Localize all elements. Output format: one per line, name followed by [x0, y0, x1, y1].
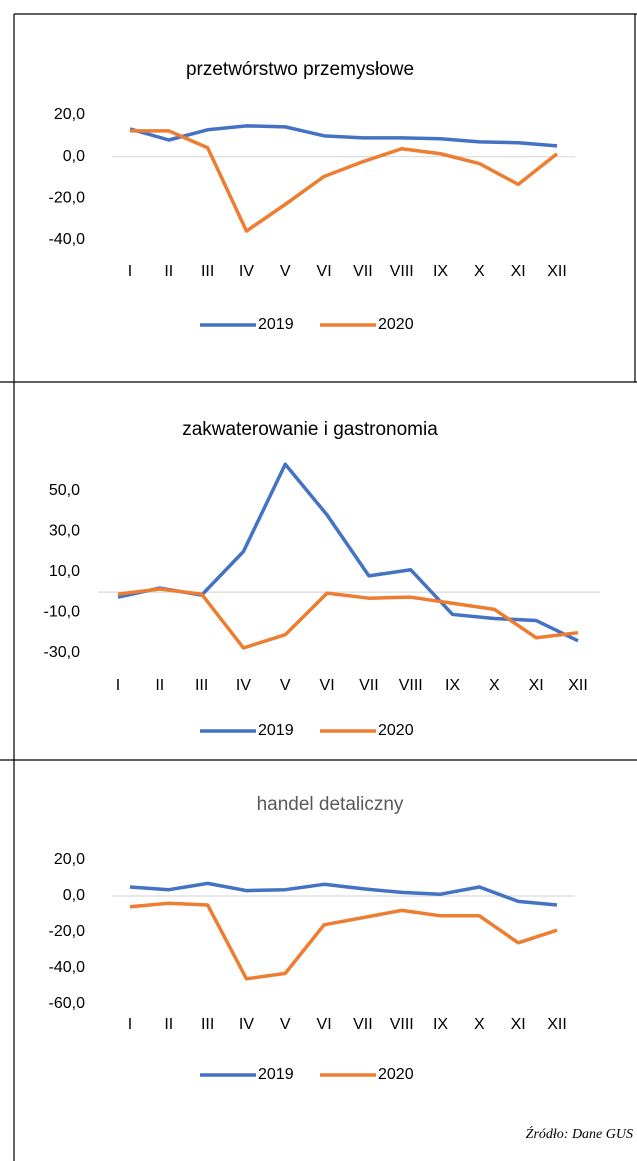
x-tick-label: XI — [511, 1016, 526, 1033]
y-tick-label: 20,0 — [54, 106, 85, 123]
x-tick-label: IX — [445, 677, 460, 694]
series-line — [117, 587, 579, 650]
x-tick-label: XI — [511, 263, 526, 280]
x-tick-label: V — [280, 1016, 291, 1033]
x-tick-label: V — [280, 263, 291, 280]
legend-label: 2020 — [378, 316, 414, 333]
x-tick-label: IV — [239, 263, 254, 280]
y-tick-label: 20,0 — [54, 851, 85, 868]
x-tick-label: III — [195, 677, 208, 694]
y-tick-label: 50,0 — [49, 482, 80, 499]
x-tick-label: II — [155, 677, 164, 694]
x-tick-label: III — [201, 1016, 214, 1033]
x-tick-label: XI — [529, 677, 544, 694]
frame — [0, 13, 637, 1161]
y-tick-label: -40,0 — [49, 231, 86, 248]
x-tick-label: VI — [317, 263, 332, 280]
x-tick-label: III — [201, 263, 214, 280]
y-tick-label: 0,0 — [63, 887, 85, 904]
legend-label: 2019 — [258, 316, 294, 333]
x-tick-label: IV — [236, 677, 251, 694]
legend-label: 2019 — [258, 1066, 294, 1083]
chart-title: zakwaterowanie i gastronomia — [182, 419, 438, 440]
x-tick-label: VII — [353, 263, 373, 280]
series-line — [129, 124, 558, 148]
x-tick-label: XII — [568, 677, 588, 694]
x-tick-label: IX — [433, 1016, 448, 1033]
x-tick-label: I — [128, 263, 132, 280]
x-tick-label: IX — [433, 263, 448, 280]
series-line — [129, 901, 558, 981]
y-tick-label: 10,0 — [49, 563, 80, 580]
x-tick-label: XII — [547, 263, 567, 280]
chart-title: handel detaliczny — [257, 794, 404, 815]
y-tick-label: -30,0 — [44, 644, 81, 661]
y-tick-label: 0,0 — [63, 148, 85, 165]
x-tick-label: VIII — [390, 263, 414, 280]
x-tick-label: I — [116, 677, 120, 694]
x-tick-label: VI — [317, 1016, 332, 1033]
legend-label: 2019 — [258, 722, 294, 739]
x-tick-label: IV — [239, 1016, 254, 1033]
series-line — [117, 462, 579, 643]
x-tick-label: VIII — [390, 1016, 414, 1033]
legend-label: 2020 — [378, 722, 414, 739]
y-tick-label: -60,0 — [49, 995, 86, 1012]
x-tick-label: VII — [353, 1016, 373, 1033]
x-tick-label: I — [128, 1016, 132, 1033]
y-tick-label: -20,0 — [49, 190, 86, 207]
x-tick-label: II — [164, 1016, 173, 1033]
x-tick-label: II — [164, 263, 173, 280]
x-tick-label: X — [474, 1016, 485, 1033]
x-tick-label: X — [489, 677, 500, 694]
y-tick-label: 30,0 — [49, 522, 80, 539]
chart-title: przetwórstwo przemysłowe — [186, 59, 414, 80]
series-line — [129, 881, 558, 907]
y-tick-label: -40,0 — [49, 959, 86, 976]
source-note: Źródło: Dane GUS — [526, 1125, 633, 1142]
y-tick-label: -10,0 — [44, 604, 81, 621]
x-tick-label: V — [280, 677, 291, 694]
x-tick-label: VIII — [399, 677, 423, 694]
x-tick-label: VI — [320, 677, 335, 694]
x-tick-label: XII — [547, 1016, 567, 1033]
x-tick-label: X — [474, 263, 485, 280]
series-line — [130, 129, 559, 233]
y-tick-label: -20,0 — [49, 923, 86, 940]
x-tick-label: VII — [359, 677, 379, 694]
legend-label: 2020 — [378, 1066, 414, 1083]
